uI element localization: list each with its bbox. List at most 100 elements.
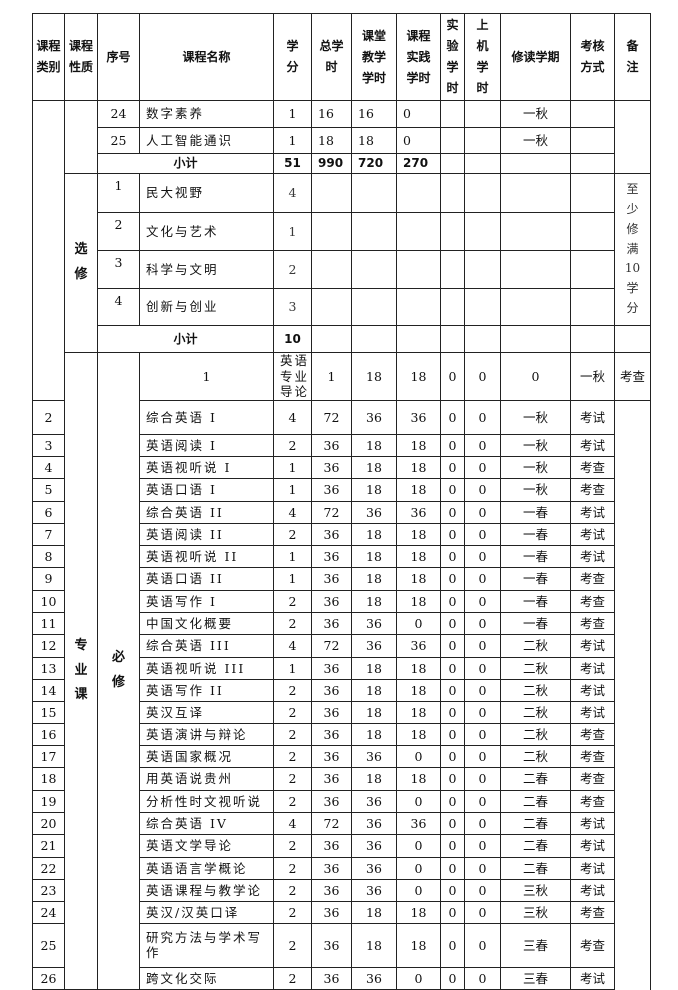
practice: 18 (396, 922, 441, 968)
computer: 0 (464, 878, 501, 902)
computer: 0 (464, 611, 501, 635)
empty-cell (570, 325, 615, 353)
exam: 考试 (570, 399, 615, 435)
class: 18 (351, 700, 397, 724)
lab: 0 (440, 455, 465, 479)
category-cell (32, 100, 65, 401)
class: 18 (351, 522, 397, 546)
term: 二秋 (500, 678, 571, 702)
credit: 2 (273, 766, 312, 791)
class: 18 (351, 766, 397, 791)
exam: 考查 (570, 611, 615, 635)
empty-cell (440, 173, 465, 213)
subtotal-label: 小计 (97, 325, 274, 353)
total: 36 (311, 833, 352, 858)
lab: 0 (440, 656, 465, 680)
exam (570, 127, 615, 154)
elective-course-row: 选修 1 民大视野 4 至少修满10学分 (33, 173, 651, 353)
practice: 36 (396, 399, 441, 435)
course-name: 英语口语 II (139, 566, 274, 591)
major-course-row: 4 英语视听说 I 1 36 18 18 0 0 一秋 考查 (32, 455, 651, 479)
total: 36 (311, 744, 352, 768)
empty-cell (311, 250, 352, 289)
term: 三春 (500, 922, 571, 968)
seq: 20 (32, 811, 65, 835)
exam: 考试 (570, 833, 615, 858)
practice: 36 (396, 633, 441, 658)
empty-cell (440, 288, 465, 326)
course-name: 研究方法与学术写作 (139, 922, 274, 968)
seq: 25 (97, 127, 140, 154)
general-subtotal-row: 小计 51 990 720 270 (33, 153, 651, 174)
practice: 0 (440, 352, 465, 401)
term: 一春 (500, 566, 571, 591)
term: 一秋 (500, 433, 571, 457)
header-practice-hours: 课程 实践 学时 (396, 13, 441, 101)
total: 72 (311, 633, 352, 658)
course-name: 文化与艺术 (139, 212, 274, 251)
term: 二秋 (500, 700, 571, 724)
elective-remark: 至少修满10学分 (614, 173, 651, 326)
major-course-row: 15 英汉互译 2 36 18 18 0 0 二秋 考试 (32, 700, 651, 724)
empty-cell (351, 173, 397, 213)
class: 18 (351, 544, 397, 568)
empty-cell (570, 288, 615, 326)
seq: 11 (32, 611, 65, 635)
total: 36 (311, 766, 352, 791)
empty-cell (351, 325, 397, 353)
empty-cell (464, 212, 501, 251)
exam: 考试 (570, 544, 615, 568)
total: 36 (311, 455, 352, 479)
seq: 15 (32, 700, 65, 724)
course-name: 跨文化交际 (139, 966, 274, 990)
empty-cell (311, 288, 352, 326)
practice: 18 (396, 477, 441, 502)
empty-cell (396, 250, 441, 289)
practice: 0 (396, 611, 441, 635)
subtotal-class: 720 (351, 153, 397, 174)
class: 36 (351, 966, 397, 990)
credit: 2 (273, 589, 312, 613)
credit: 2 (273, 833, 312, 858)
term: 二秋 (500, 656, 571, 680)
seq: 12 (32, 633, 65, 658)
lab: 0 (440, 856, 465, 880)
seq: 3 (97, 250, 140, 289)
lab: 0 (440, 700, 465, 724)
class: 36 (351, 856, 397, 880)
seq: 24 (32, 900, 65, 924)
course-name: 综合英语 I (139, 399, 274, 435)
course-name: 数字素养 (139, 100, 274, 128)
computer: 0 (464, 589, 501, 613)
total: 72 (311, 811, 352, 835)
empty-cell (396, 288, 441, 326)
computer: 0 (464, 544, 501, 568)
course-name: 英语专业导论 (273, 352, 312, 401)
computer: 0 (464, 789, 501, 813)
practice: 0 (396, 789, 441, 813)
course-name: 英汉互译 (139, 700, 274, 724)
lab: 0 (440, 811, 465, 835)
exam: 考试 (570, 966, 615, 990)
exam: 考查 (570, 455, 615, 479)
computer: 0 (464, 477, 501, 502)
empty-cell (500, 288, 571, 326)
empty-cell (396, 173, 441, 213)
course-name: 用英语说贵州 (139, 766, 274, 791)
total: 36 (311, 566, 352, 591)
total: 16 (311, 100, 352, 128)
course-name: 英语口语 I (139, 477, 274, 502)
credit: 2 (273, 722, 312, 746)
course-name: 英语写作 I (139, 589, 274, 613)
practice: 18 (396, 433, 441, 457)
seq: 17 (32, 744, 65, 768)
practice: 18 (396, 522, 441, 546)
exam: 考试 (570, 700, 615, 724)
practice: 36 (396, 811, 441, 835)
credit: 4 (273, 500, 312, 524)
header-sequence: 序号 (97, 13, 140, 101)
total: 36 (311, 544, 352, 568)
practice: 18 (396, 656, 441, 680)
term: 二秋 (500, 722, 571, 746)
computer: 0 (464, 922, 501, 968)
